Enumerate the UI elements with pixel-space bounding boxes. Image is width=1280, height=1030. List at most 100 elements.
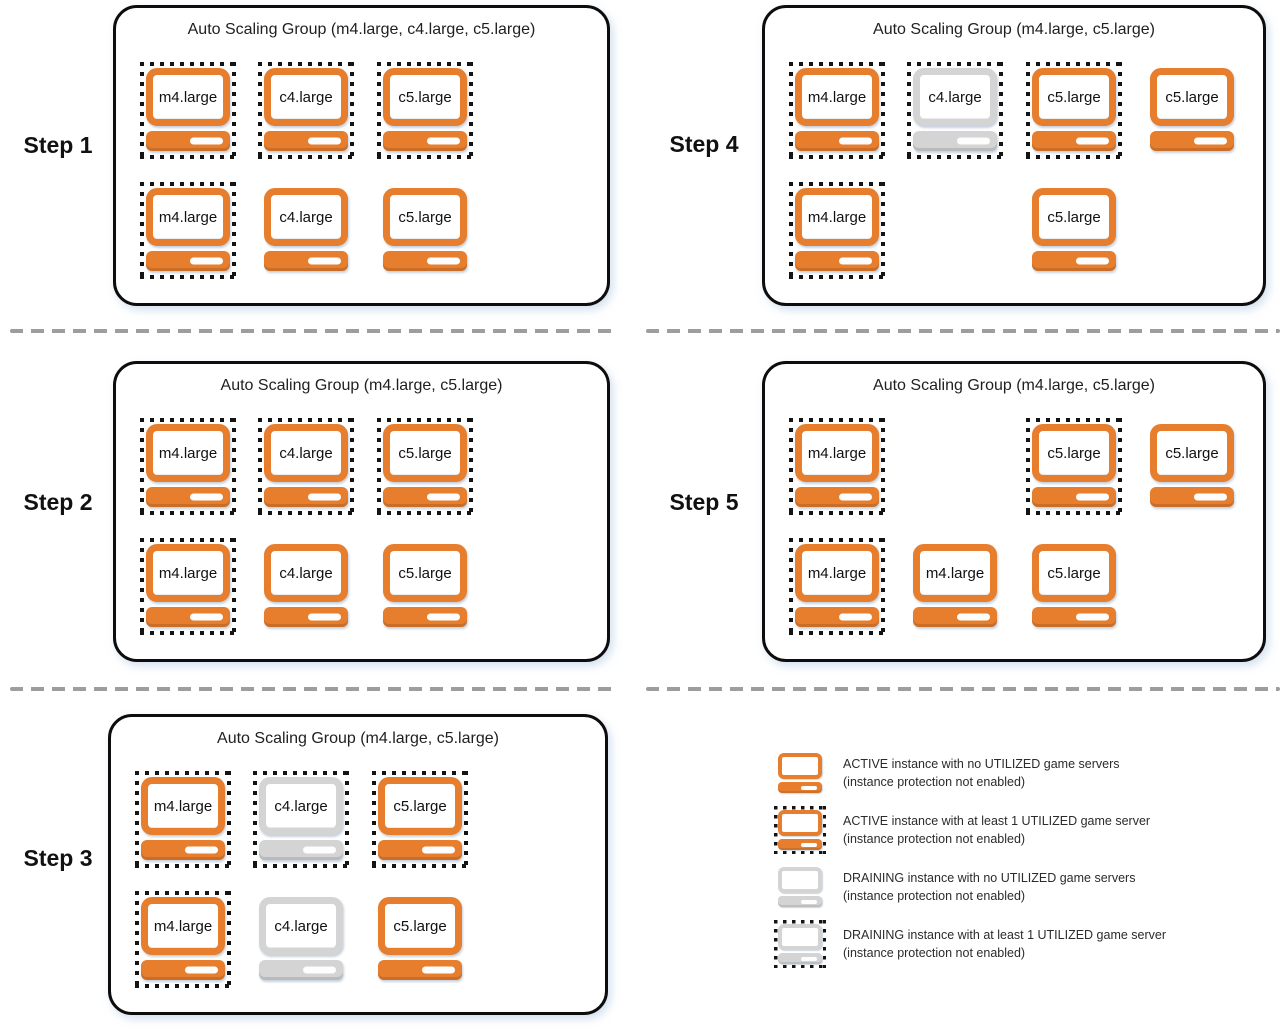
- instance-c5-large-active-utilized: c5.large: [1026, 418, 1122, 515]
- instance-grid: m4.large c4.large c5.large c5.large m4.large…: [765, 8, 1263, 303]
- monitor-icon: m4.large: [795, 188, 879, 246]
- keyboard-icon: [778, 839, 822, 850]
- instance-type-label: m4.large: [807, 88, 867, 106]
- keyboard-pill: [801, 785, 817, 790]
- legend-line-1: ACTIVE instance with no UTILIZED game se…: [843, 756, 1120, 771]
- instance-type-label: m4.large: [158, 88, 218, 106]
- instance-grid: m4.large c4.large c5.large m4.large c4.large…: [116, 364, 607, 659]
- keyboard-pill: [190, 257, 223, 265]
- keyboard-icon: [913, 131, 997, 151]
- step-3-label: Step 3: [23, 845, 93, 871]
- instance-m4-large-active-utilized: m4.large: [140, 182, 236, 279]
- monitor-icon: m4.large: [913, 544, 997, 602]
- keyboard-icon: [264, 487, 348, 507]
- keyboard-pill: [422, 846, 455, 854]
- keyboard-pill: [308, 613, 341, 621]
- keyboard-icon: [264, 251, 348, 271]
- legend-line-1: ACTIVE instance with at least 1 UTILIZED…: [843, 813, 1151, 828]
- instance-type-label: c5.large: [393, 917, 447, 935]
- keyboard-pill: [190, 137, 223, 145]
- keyboard-pill: [839, 493, 872, 501]
- keyboard-icon: [383, 131, 467, 151]
- keyboard-pill: [839, 613, 872, 621]
- asg-box-step-2: Auto Scaling Group (m4.large, c5.large) …: [113, 361, 610, 662]
- keyboard-pill: [1076, 613, 1109, 621]
- instance-grid: m4.large c5.large c5.large m4.large m4.large…: [765, 364, 1263, 659]
- step-2-label: Step 2: [23, 489, 93, 515]
- keyboard-icon: [259, 840, 343, 860]
- monitor-icon: c4.large: [264, 544, 348, 602]
- keyboard-pill: [190, 613, 223, 621]
- legend-item-text: ACTIVE instance with at least 1 UTILIZED…: [843, 812, 1150, 849]
- keyboard-icon: [795, 607, 879, 627]
- monitor-icon: c5.large: [1032, 68, 1116, 126]
- instance-m4-large-active-no-utilized: m4.large: [907, 538, 1003, 635]
- legend-item: DRAINING instance with no UTILIZED game …: [774, 863, 1166, 911]
- monitor-icon: m4.large: [795, 424, 879, 482]
- monitor-icon: c5.large: [378, 897, 462, 955]
- instance-type-label: m4.large: [925, 564, 985, 582]
- instance-m4-large-active-utilized: m4.large: [789, 182, 885, 279]
- keyboard-pill: [190, 493, 223, 501]
- keyboard-pill: [1076, 257, 1109, 265]
- keyboard-icon: [383, 251, 467, 271]
- keyboard-pill: [427, 613, 460, 621]
- instance-type-label: m4.large: [158, 444, 218, 462]
- keyboard-pill: [839, 137, 872, 145]
- keyboard-pill: [1194, 493, 1227, 501]
- legend-line-2: (instance protection not enabled): [843, 889, 1026, 903]
- asg-title: Auto Scaling Group (m4.large, c5.large): [873, 21, 1155, 38]
- instance-type-label: m4.large: [153, 797, 213, 815]
- legend-item-text: ACTIVE instance with no UTILIZED game se…: [843, 755, 1119, 792]
- instance-c5-large-active-no-utilized: c5.large: [1026, 182, 1122, 279]
- keyboard-icon: [778, 953, 822, 964]
- keyboard-pill: [801, 842, 817, 847]
- instance-draining-no-utilized: [774, 863, 826, 911]
- instance-type-label: c4.large: [274, 797, 328, 815]
- instance-c5-large-active-no-utilized: c5.large: [377, 182, 473, 279]
- keyboard-icon: [264, 607, 348, 627]
- instance-type-label: m4.large: [807, 444, 867, 462]
- instance-c4-large-draining-no-utilized: c4.large: [253, 891, 349, 988]
- legend-item-text: DRAINING instance with at least 1 UTILIZ…: [843, 926, 1166, 963]
- instance-m4-large-active-utilized: m4.large: [140, 418, 236, 515]
- keyboard-icon: [1032, 607, 1116, 627]
- instance-type-label: m4.large: [153, 917, 213, 935]
- instance-type-label: c4.large: [279, 564, 333, 582]
- instance-c4-large-active-no-utilized: c4.large: [258, 182, 354, 279]
- asg-title: Auto Scaling Group (m4.large, c5.large): [217, 730, 499, 747]
- instance-type-label: c4.large: [279, 208, 333, 226]
- instance-type-label: m4.large: [158, 564, 218, 582]
- instance-c5-large-active-no-utilized: c5.large: [1144, 62, 1240, 159]
- monitor-icon: c5.large: [378, 777, 462, 835]
- instance-c5-large-active-utilized: c5.large: [1026, 62, 1122, 159]
- monitor-icon: [778, 924, 822, 950]
- dashed-divider: [646, 329, 1280, 333]
- legend-item: ACTIVE instance with at least 1 UTILIZED…: [774, 806, 1166, 854]
- instance-c5-large-active-utilized: c5.large: [372, 771, 468, 868]
- keyboard-icon: [913, 607, 997, 627]
- keyboard-pill: [957, 613, 990, 621]
- monitor-icon: [778, 753, 822, 779]
- instance-c4-large-draining-utilized: c4.large: [253, 771, 349, 868]
- instance-c4-large-active-utilized: c4.large: [258, 418, 354, 515]
- keyboard-pill: [957, 137, 990, 145]
- instance-type-label: c5.large: [398, 88, 452, 106]
- legend-line-2: (instance protection not enabled): [843, 946, 1026, 960]
- keyboard-icon: [383, 487, 467, 507]
- instance-active-utilized: [774, 806, 826, 854]
- instance-c4-large-active-utilized: c4.large: [258, 62, 354, 159]
- keyboard-pill: [308, 137, 341, 145]
- monitor-icon: c4.large: [913, 68, 997, 126]
- instance-type-label: c5.large: [398, 208, 452, 226]
- instance-type-label: c5.large: [398, 444, 452, 462]
- monitor-icon: c5.large: [383, 544, 467, 602]
- keyboard-icon: [795, 131, 879, 151]
- monitor-icon: c4.large: [259, 777, 343, 835]
- instance-m4-large-active-utilized: m4.large: [135, 771, 231, 868]
- instance-type-label: c5.large: [1047, 564, 1101, 582]
- keyboard-icon: [1032, 131, 1116, 151]
- legend-line-2: (instance protection not enabled): [843, 775, 1026, 789]
- asg-box-step-5: Auto Scaling Group (m4.large, c5.large) …: [762, 361, 1266, 662]
- keyboard-pill: [427, 257, 460, 265]
